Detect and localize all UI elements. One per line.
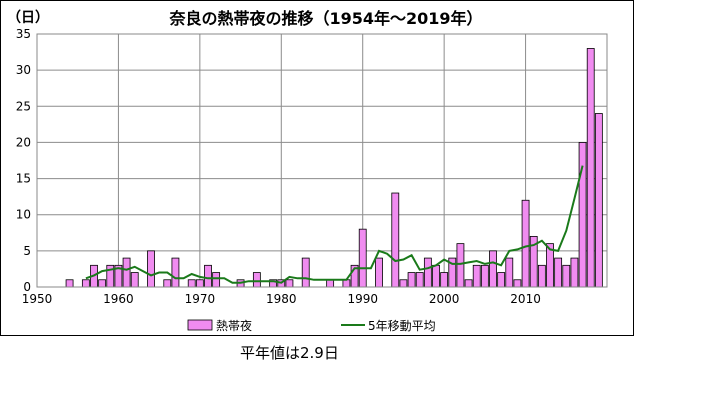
bar-1966 bbox=[163, 279, 172, 288]
bar-2019 bbox=[594, 113, 603, 288]
bar-1961 bbox=[122, 257, 131, 288]
bar-1992 bbox=[375, 257, 383, 288]
bar-2003 bbox=[464, 279, 473, 288]
axis-ticks: 0 5 10 15 20 25 30 35 1950 1960 1970 1980 1990 2000 20… bbox=[16, 27, 541, 306]
bar-1999 bbox=[432, 264, 440, 288]
legend-bar-swatch bbox=[187, 319, 213, 331]
bar-1958 bbox=[98, 279, 107, 288]
chart-frame: 奈良の熱帯夜の推移（1954年～2019年） （日） 0 5 10 15 20 25 30 3… bbox=[0, 0, 634, 336]
bar-1988 bbox=[342, 279, 351, 288]
bar-1998 bbox=[423, 257, 432, 288]
bar-1964 bbox=[147, 250, 155, 288]
bar-2017 bbox=[578, 142, 587, 288]
bar-1962 bbox=[130, 272, 139, 288]
y-tick-label: 5 bbox=[23, 244, 31, 258]
bar-1986 bbox=[326, 279, 335, 288]
legend-label-bars: 熱帯夜 bbox=[216, 318, 252, 333]
y-tick-label: 15 bbox=[16, 172, 31, 186]
chart-title: 奈良の熱帯夜の推移（1954年～2019年） bbox=[168, 9, 482, 28]
bar-2006 bbox=[489, 250, 497, 288]
y-tick-label: 30 bbox=[16, 63, 31, 77]
legend: 熱帯夜 5年移動平均 bbox=[187, 318, 436, 333]
x-tick-label: 1970 bbox=[185, 292, 216, 306]
moving-average-line bbox=[85, 165, 584, 284]
bar-2005 bbox=[480, 264, 489, 288]
bar-2010 bbox=[521, 199, 530, 288]
y-tick-label: 0 bbox=[23, 280, 31, 294]
y-unit-label: （日） bbox=[7, 10, 49, 26]
x-tick-label: 1950 bbox=[22, 292, 53, 306]
bar-1954 bbox=[65, 279, 74, 288]
bar-2000 bbox=[440, 272, 449, 288]
bar-2018 bbox=[586, 48, 595, 288]
y-tick-label: 20 bbox=[16, 135, 31, 149]
bar-2008 bbox=[505, 257, 514, 288]
bar-2012 bbox=[537, 264, 546, 288]
x-tick-label: 1980 bbox=[266, 292, 297, 306]
chart: 奈良の熱帯夜の推移（1954年～2019年） （日） 0 5 10 15 20 25 30 3… bbox=[7, 9, 608, 333]
bar-2007 bbox=[497, 272, 506, 288]
legend-label-line: 5年移動平均 bbox=[368, 319, 436, 333]
bar-1956 bbox=[81, 279, 90, 288]
bar-2009 bbox=[513, 279, 522, 288]
y-tick-label: 10 bbox=[16, 208, 31, 222]
bar-1994 bbox=[391, 192, 400, 288]
bar-1990 bbox=[358, 228, 367, 288]
bar-2014 bbox=[554, 257, 563, 288]
bar-1970 bbox=[195, 279, 204, 288]
x-tick-label: 1990 bbox=[347, 292, 378, 306]
x-tick-label: 2000 bbox=[429, 292, 460, 306]
moving-average-series bbox=[85, 165, 584, 284]
bar-1967 bbox=[171, 257, 180, 288]
x-tick-label: 1960 bbox=[103, 292, 134, 306]
bar-1983 bbox=[301, 257, 310, 288]
bar-2004 bbox=[472, 264, 481, 288]
bar-1977 bbox=[252, 272, 261, 288]
bar-1981 bbox=[285, 279, 294, 288]
bar-2016 bbox=[570, 257, 579, 288]
normal-value-note: 平年値は2.9日 bbox=[240, 344, 339, 362]
bar-1969 bbox=[187, 279, 196, 288]
bar-2015 bbox=[562, 264, 571, 288]
y-tick-label: 25 bbox=[16, 99, 31, 113]
bar-series bbox=[65, 48, 603, 288]
bar-2002 bbox=[456, 243, 465, 288]
bar-1972 bbox=[212, 272, 221, 288]
x-tick-label: 2010 bbox=[510, 292, 541, 306]
bar-1995 bbox=[399, 279, 408, 288]
y-tick-label: 35 bbox=[16, 27, 31, 41]
plot-area bbox=[36, 33, 608, 288]
bar-1996 bbox=[407, 272, 416, 288]
grid bbox=[37, 34, 607, 287]
bar-1997 bbox=[415, 272, 424, 288]
bar-1971 bbox=[204, 264, 212, 288]
